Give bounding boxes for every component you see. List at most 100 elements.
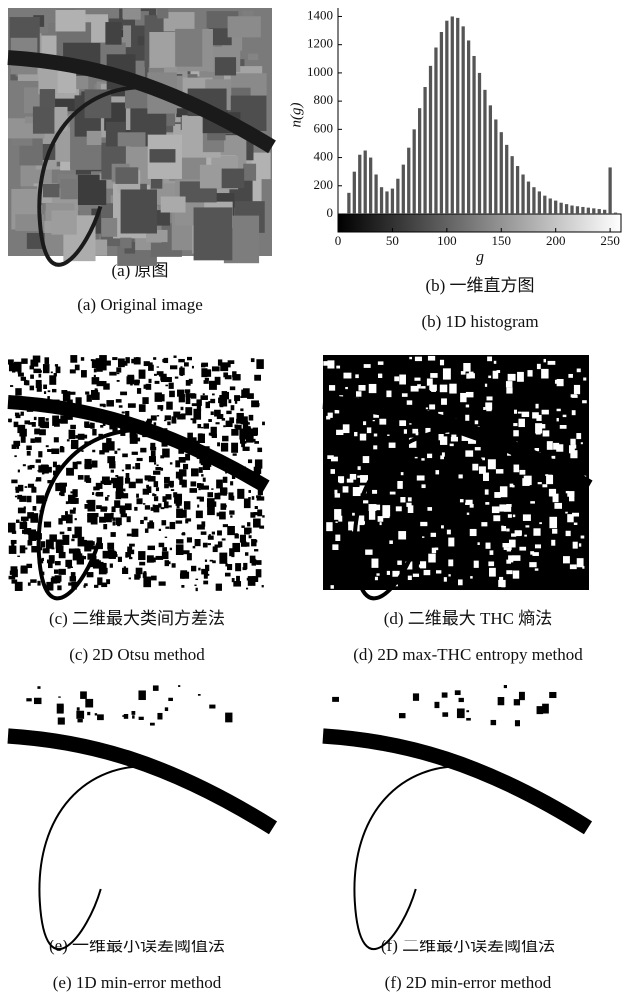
texture [201,368,207,377]
histogram-bar [538,191,541,214]
texture [571,445,576,449]
texture [448,574,450,576]
texture [122,361,127,366]
texture [355,374,359,378]
texture [255,506,258,509]
texture [165,527,169,529]
texture [60,179,78,199]
texture [465,450,473,456]
texture [256,359,263,369]
texture [248,459,252,463]
texture [493,371,499,379]
texture [487,357,492,362]
texture [235,563,241,571]
texture [449,384,456,394]
texture [91,541,95,545]
texture [15,496,17,498]
texture [195,539,201,546]
histogram-bar [429,66,432,214]
texture [262,585,264,587]
texture [185,520,188,523]
texture [97,714,104,720]
texture [400,497,405,502]
texture [222,436,228,442]
texture [404,429,407,433]
histogram-bar [347,193,350,214]
texture [25,548,28,550]
texture [41,541,46,547]
texture [10,385,13,387]
texture [227,564,232,570]
texture [353,487,361,496]
texture [120,238,131,249]
texture [162,547,167,551]
texture [525,525,529,527]
texture [157,405,163,409]
texture [196,511,203,519]
texture [119,405,123,407]
texture [221,443,228,452]
texture [159,543,165,547]
texture [30,438,34,443]
texture [431,533,436,537]
texture [68,582,73,585]
texture [474,561,479,568]
texture [192,366,194,369]
texture [533,528,540,535]
y-tick-label: 800 [314,92,334,107]
texture [518,419,524,427]
texture [122,454,128,458]
texture [548,361,556,365]
texture [159,581,166,585]
texture [107,495,109,497]
texture [485,402,492,409]
histogram-bar [581,207,584,214]
texture [451,437,458,442]
texture [427,507,432,511]
texture [95,493,99,496]
texture [583,378,586,381]
texture [165,415,171,420]
texture [59,569,66,575]
y-tick-label: 600 [314,120,334,135]
texture [253,519,261,528]
texture [522,478,529,486]
texture [30,366,35,370]
texture [33,486,35,489]
texture [121,189,157,233]
texture [178,685,180,687]
texture [229,548,234,556]
texture [26,446,31,451]
texture [207,506,215,516]
texture [34,429,40,433]
texture [60,532,65,535]
texture [176,500,182,506]
texture [170,522,176,529]
texture [36,459,41,463]
texture [523,514,531,521]
texture [132,452,138,455]
texture [206,402,210,408]
texture [552,529,557,534]
texture [117,380,120,382]
texture [566,531,571,536]
texture [43,184,60,197]
texture [90,423,94,429]
texture [205,565,209,571]
texture [72,489,77,497]
texture [59,540,66,545]
texture [422,536,424,537]
texture [144,385,147,389]
texture [225,563,227,566]
texture [487,396,493,400]
texture [46,445,49,447]
texture [54,437,59,442]
texture [154,462,156,464]
texture [52,389,56,392]
texture [43,466,48,470]
texture [144,517,148,521]
texture [132,711,136,715]
texture [228,360,235,364]
texture [243,164,256,181]
texture [390,492,396,495]
